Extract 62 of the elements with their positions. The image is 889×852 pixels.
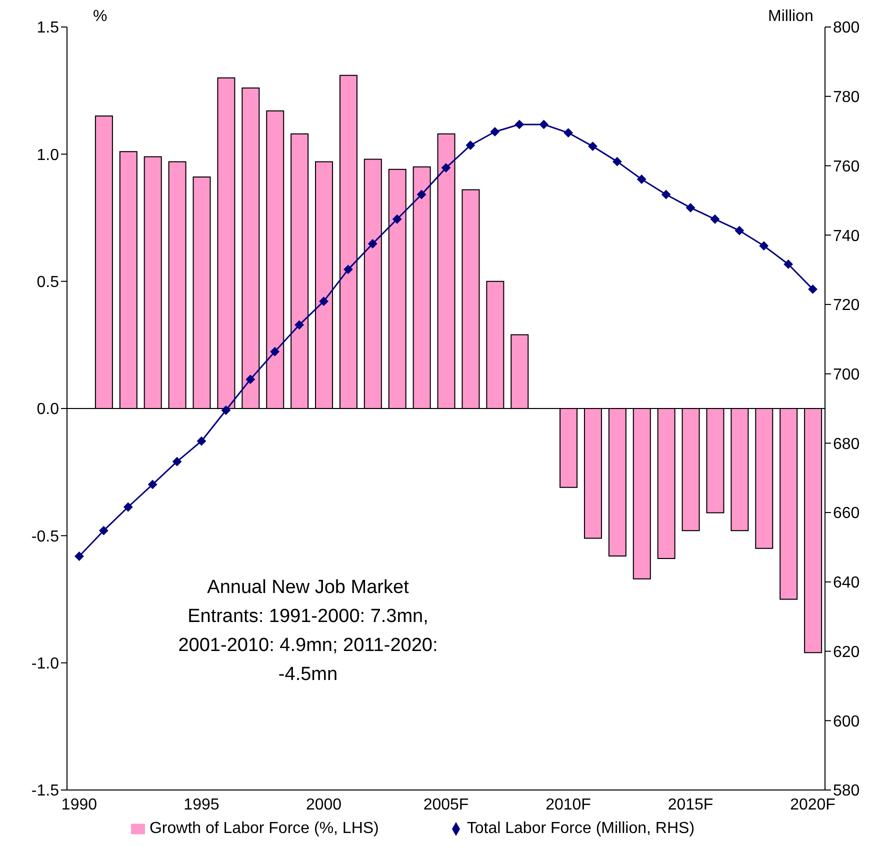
point: [368, 239, 378, 248]
y-tick-label: 0.5: [36, 274, 60, 292]
point: [808, 284, 818, 294]
y-tick-label: 0.0: [36, 401, 60, 418]
y2-axis-title: Million: [768, 8, 814, 26]
point: [172, 457, 182, 466]
y2-tick-label: 760: [833, 158, 860, 176]
point: [270, 347, 280, 356]
point: [588, 142, 598, 151]
point: [417, 190, 426, 200]
point: [392, 214, 402, 224]
point: [74, 552, 84, 561]
y2-tick-label: 580: [833, 782, 860, 800]
point: [539, 120, 548, 129]
y2-tick-label: 660: [833, 505, 860, 522]
point: [442, 163, 450, 172]
y-tick-label: -1.0: [31, 656, 60, 673]
y2-tick-label: 800: [833, 20, 860, 37]
x-tick-label: 2005F: [423, 796, 469, 814]
y2-tick-label: 720: [833, 297, 860, 314]
point: [564, 128, 573, 138]
x-tick-label: 2015F: [668, 796, 714, 814]
point: [344, 264, 353, 274]
point: [734, 226, 744, 236]
y-tick-label: -1.5: [31, 782, 60, 800]
point: [221, 406, 230, 415]
point: [466, 140, 475, 150]
y-tick-label: 1.5: [36, 20, 60, 37]
point: [612, 157, 622, 166]
point: [294, 320, 304, 330]
point: [196, 436, 206, 446]
annotation: Annual New Job Market Entrants: 1991-2000: 7.3mn, 2001-2010: 4.9mn; 2011-2020: -4.5mn: [177, 576, 439, 687]
point: [490, 127, 500, 136]
y2-tick-label: 600: [833, 713, 860, 730]
point: [686, 203, 696, 212]
point: [784, 260, 793, 269]
legend-label: Total Labor Force (Million, RHS): [466, 820, 695, 837]
point: [514, 120, 524, 129]
point: [319, 296, 328, 306]
point: [637, 174, 646, 184]
y2-tick-label: 640: [833, 574, 860, 592]
y-axis-title: %: [93, 8, 108, 26]
point: [148, 480, 158, 489]
y2-tick-label: 780: [833, 89, 860, 106]
x-tick-label: 1995: [184, 796, 220, 814]
y2-tick-label: 620: [833, 644, 860, 661]
x-tick-label: 2020F: [790, 796, 836, 814]
y-tick-label: 1.0: [36, 146, 60, 164]
y2-tick-label: 680: [833, 436, 860, 453]
y2-tick-label: 740: [833, 228, 860, 245]
x-tick-label: 2010F: [546, 796, 592, 814]
point: [99, 526, 108, 536]
point: [710, 214, 720, 224]
point: [124, 502, 133, 512]
point: [759, 241, 768, 250]
x-tick-label: 2000: [306, 796, 342, 814]
y2-tick-label: 700: [833, 366, 860, 384]
point: [662, 190, 671, 200]
point: [246, 374, 255, 384]
x-tick-label: 1990: [61, 796, 98, 814]
y-tick-label: -0.5: [31, 528, 60, 546]
legend-label: Growth of Labor Force (%, LHS): [149, 820, 379, 837]
